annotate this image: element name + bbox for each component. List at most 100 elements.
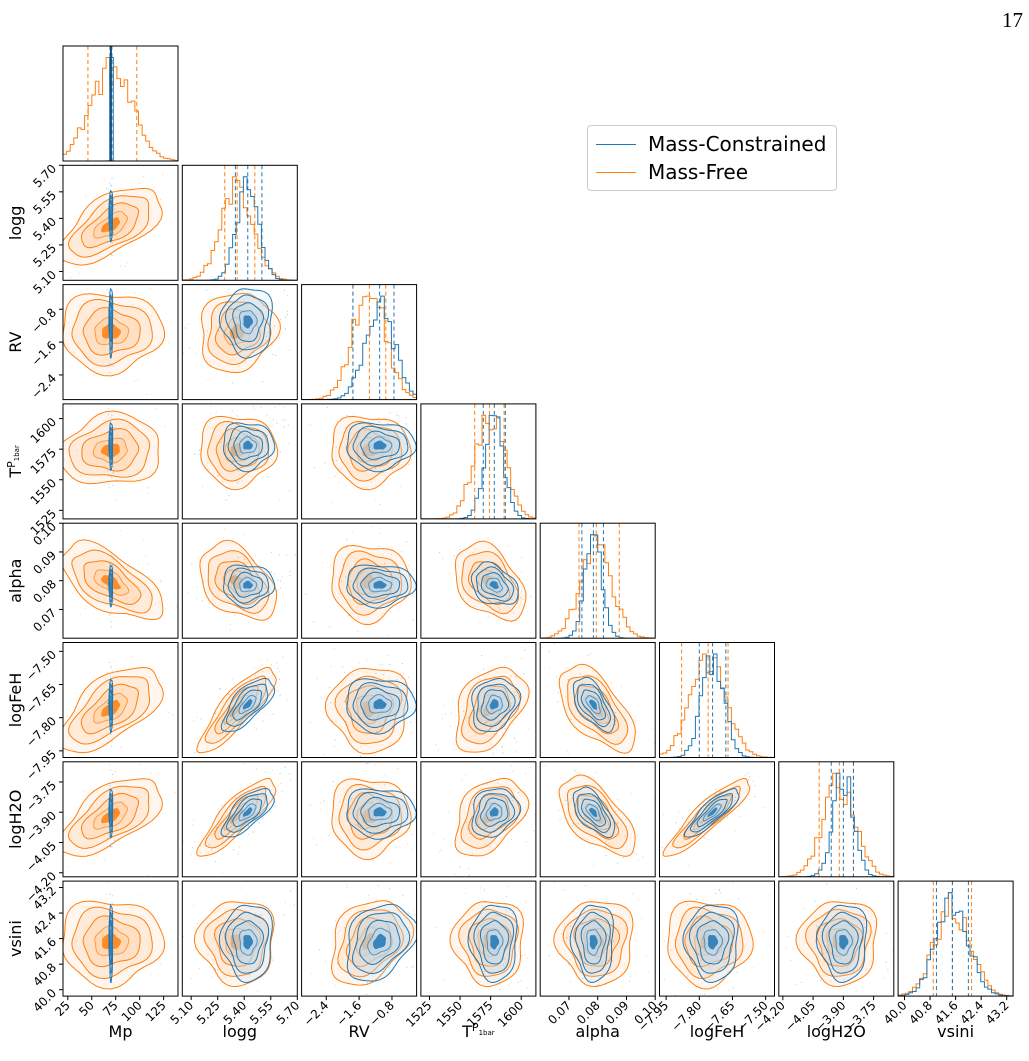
axis-label-alpha: alpha bbox=[6, 559, 25, 603]
panel-frame bbox=[420, 642, 537, 758]
legend-line-icon bbox=[596, 171, 636, 173]
contour-panel-RV-alpha bbox=[301, 522, 418, 639]
legend-line-icon bbox=[596, 143, 636, 145]
contours-constrained bbox=[106, 661, 116, 747]
x-tick-label: 5.10 bbox=[167, 998, 196, 1027]
x-tick-label: 1550 bbox=[434, 998, 465, 1029]
legend-item-free: Mass-Free bbox=[596, 159, 748, 185]
y-tick-label: 5.70 bbox=[30, 162, 59, 191]
histogram-constrained bbox=[898, 892, 1014, 997]
contour-panel-logg-logH2O bbox=[181, 761, 298, 878]
panel-frame bbox=[420, 880, 537, 997]
axis-label-T0: TP1bar bbox=[461, 1021, 495, 1042]
y-tick-label: 0.08 bbox=[30, 577, 59, 606]
panel-frame bbox=[659, 642, 775, 758]
contours-constrained bbox=[313, 406, 417, 506]
x-tick-label: 50 bbox=[76, 998, 97, 1019]
contour-panel-T0-alpha bbox=[420, 522, 537, 639]
y-tick-label: 1600 bbox=[28, 415, 59, 446]
x-tick-label: 5.25 bbox=[194, 998, 223, 1027]
panel-frame bbox=[659, 880, 775, 997]
axis-label-RV: RV bbox=[349, 1022, 370, 1041]
y-tick-label: 0.09 bbox=[30, 548, 59, 577]
contour-panel-T0-logFeH bbox=[420, 642, 537, 758]
contours-constrained bbox=[329, 663, 417, 758]
histogram-panel-logg bbox=[181, 164, 298, 281]
contours-constrained bbox=[318, 885, 417, 996]
x-tick-label: −2.4 bbox=[301, 998, 332, 1029]
panel-frame bbox=[420, 761, 537, 878]
contour-panel-alpha-logFeH bbox=[539, 642, 656, 758]
panel-frame bbox=[301, 522, 418, 639]
y-tick-label: 1550 bbox=[28, 476, 59, 507]
contours-constrained bbox=[202, 890, 295, 983]
y-tick-label: 5.25 bbox=[30, 241, 59, 270]
y-tick-label: −0.8 bbox=[29, 305, 60, 336]
contours-constrained bbox=[107, 893, 115, 984]
panel-frame bbox=[62, 761, 179, 878]
panel-frame bbox=[181, 403, 298, 520]
x-tick-label: 0.07 bbox=[545, 998, 574, 1027]
contour-panel-logg-T0 bbox=[181, 403, 298, 520]
contours-constrained bbox=[445, 649, 526, 754]
panel-frame bbox=[301, 403, 418, 520]
contour-panel-logg-logFeH bbox=[181, 642, 298, 758]
legend-label: Mass-Free bbox=[648, 160, 749, 184]
axis-label-alpha: alpha bbox=[576, 1022, 620, 1041]
contour-panel-RV-logH2O bbox=[301, 761, 418, 878]
contours-constrained bbox=[194, 405, 291, 501]
axis-label-logH2O: logH2O bbox=[6, 790, 25, 849]
contours-free bbox=[308, 413, 412, 503]
panel-frame bbox=[539, 761, 656, 878]
panel-frame bbox=[897, 880, 1014, 997]
contour-panel-logg-alpha bbox=[181, 522, 298, 639]
histogram-panel-logH2O bbox=[778, 761, 895, 878]
x-tick-label: 43.2 bbox=[983, 998, 1012, 1027]
legend-label: Mass-Constrained bbox=[648, 132, 827, 156]
axis-label-logFeH: logFeH bbox=[690, 1022, 745, 1041]
y-tick-label: −7.80 bbox=[23, 714, 59, 750]
contours-constrained bbox=[661, 772, 757, 849]
y-tick-label: 0.07 bbox=[30, 606, 59, 635]
panel-frame bbox=[420, 522, 537, 639]
x-tick-label: −0.8 bbox=[367, 998, 398, 1029]
x-tick-label: 1525 bbox=[403, 998, 434, 1029]
x-tick-label: 40.8 bbox=[906, 998, 935, 1027]
histogram-constrained bbox=[659, 653, 775, 758]
contours-constrained bbox=[548, 642, 655, 744]
y-tick-label: −3.90 bbox=[23, 808, 59, 844]
x-tick-label: 25 bbox=[52, 998, 73, 1019]
panel-frame bbox=[62, 403, 179, 520]
panel-frame bbox=[62, 164, 179, 281]
panel-frame bbox=[181, 284, 298, 401]
y-tick-label: 1575 bbox=[28, 445, 59, 476]
panel-frame bbox=[301, 761, 418, 878]
panel-frame bbox=[62, 642, 179, 758]
contour-panel-Mp-alpha: 0.070.080.090.10 bbox=[30, 519, 179, 639]
y-tick-label: −3.75 bbox=[23, 778, 59, 814]
y-tick-label: 40.8 bbox=[30, 960, 59, 989]
y-tick-label: 42.4 bbox=[30, 909, 59, 938]
histogram-panel-Mp bbox=[62, 45, 179, 162]
contours-constrained bbox=[106, 555, 117, 628]
contours-constrained bbox=[459, 770, 535, 876]
contour-panel-logH2O-vsini: −4.20−4.05−3.90−3.75 bbox=[752, 880, 895, 1034]
panel-frame bbox=[181, 880, 298, 997]
y-tick-label: −2.4 bbox=[29, 371, 60, 402]
axis-label-vsini: vsini bbox=[6, 920, 25, 957]
panel-frame bbox=[301, 642, 418, 758]
histogram-constrained bbox=[540, 534, 656, 639]
axis-label-logg: logg bbox=[223, 1022, 258, 1041]
contours-free bbox=[63, 405, 166, 505]
contours-constrained bbox=[199, 766, 291, 863]
y-tick-label: −7.95 bbox=[23, 747, 59, 783]
axis-label-logFeH: logFeH bbox=[6, 673, 25, 728]
x-tick-label: 75 bbox=[100, 998, 121, 1019]
histogram-panel-vsini: 40.040.841.642.443.2 bbox=[881, 880, 1014, 1027]
contours-constrained bbox=[548, 885, 630, 987]
panel-frame bbox=[539, 522, 656, 639]
contour-panel-RV-logFeH bbox=[301, 642, 418, 758]
y-tick-label: −4.05 bbox=[23, 839, 59, 875]
histogram-free bbox=[898, 892, 1014, 997]
panel-frame bbox=[181, 761, 298, 878]
